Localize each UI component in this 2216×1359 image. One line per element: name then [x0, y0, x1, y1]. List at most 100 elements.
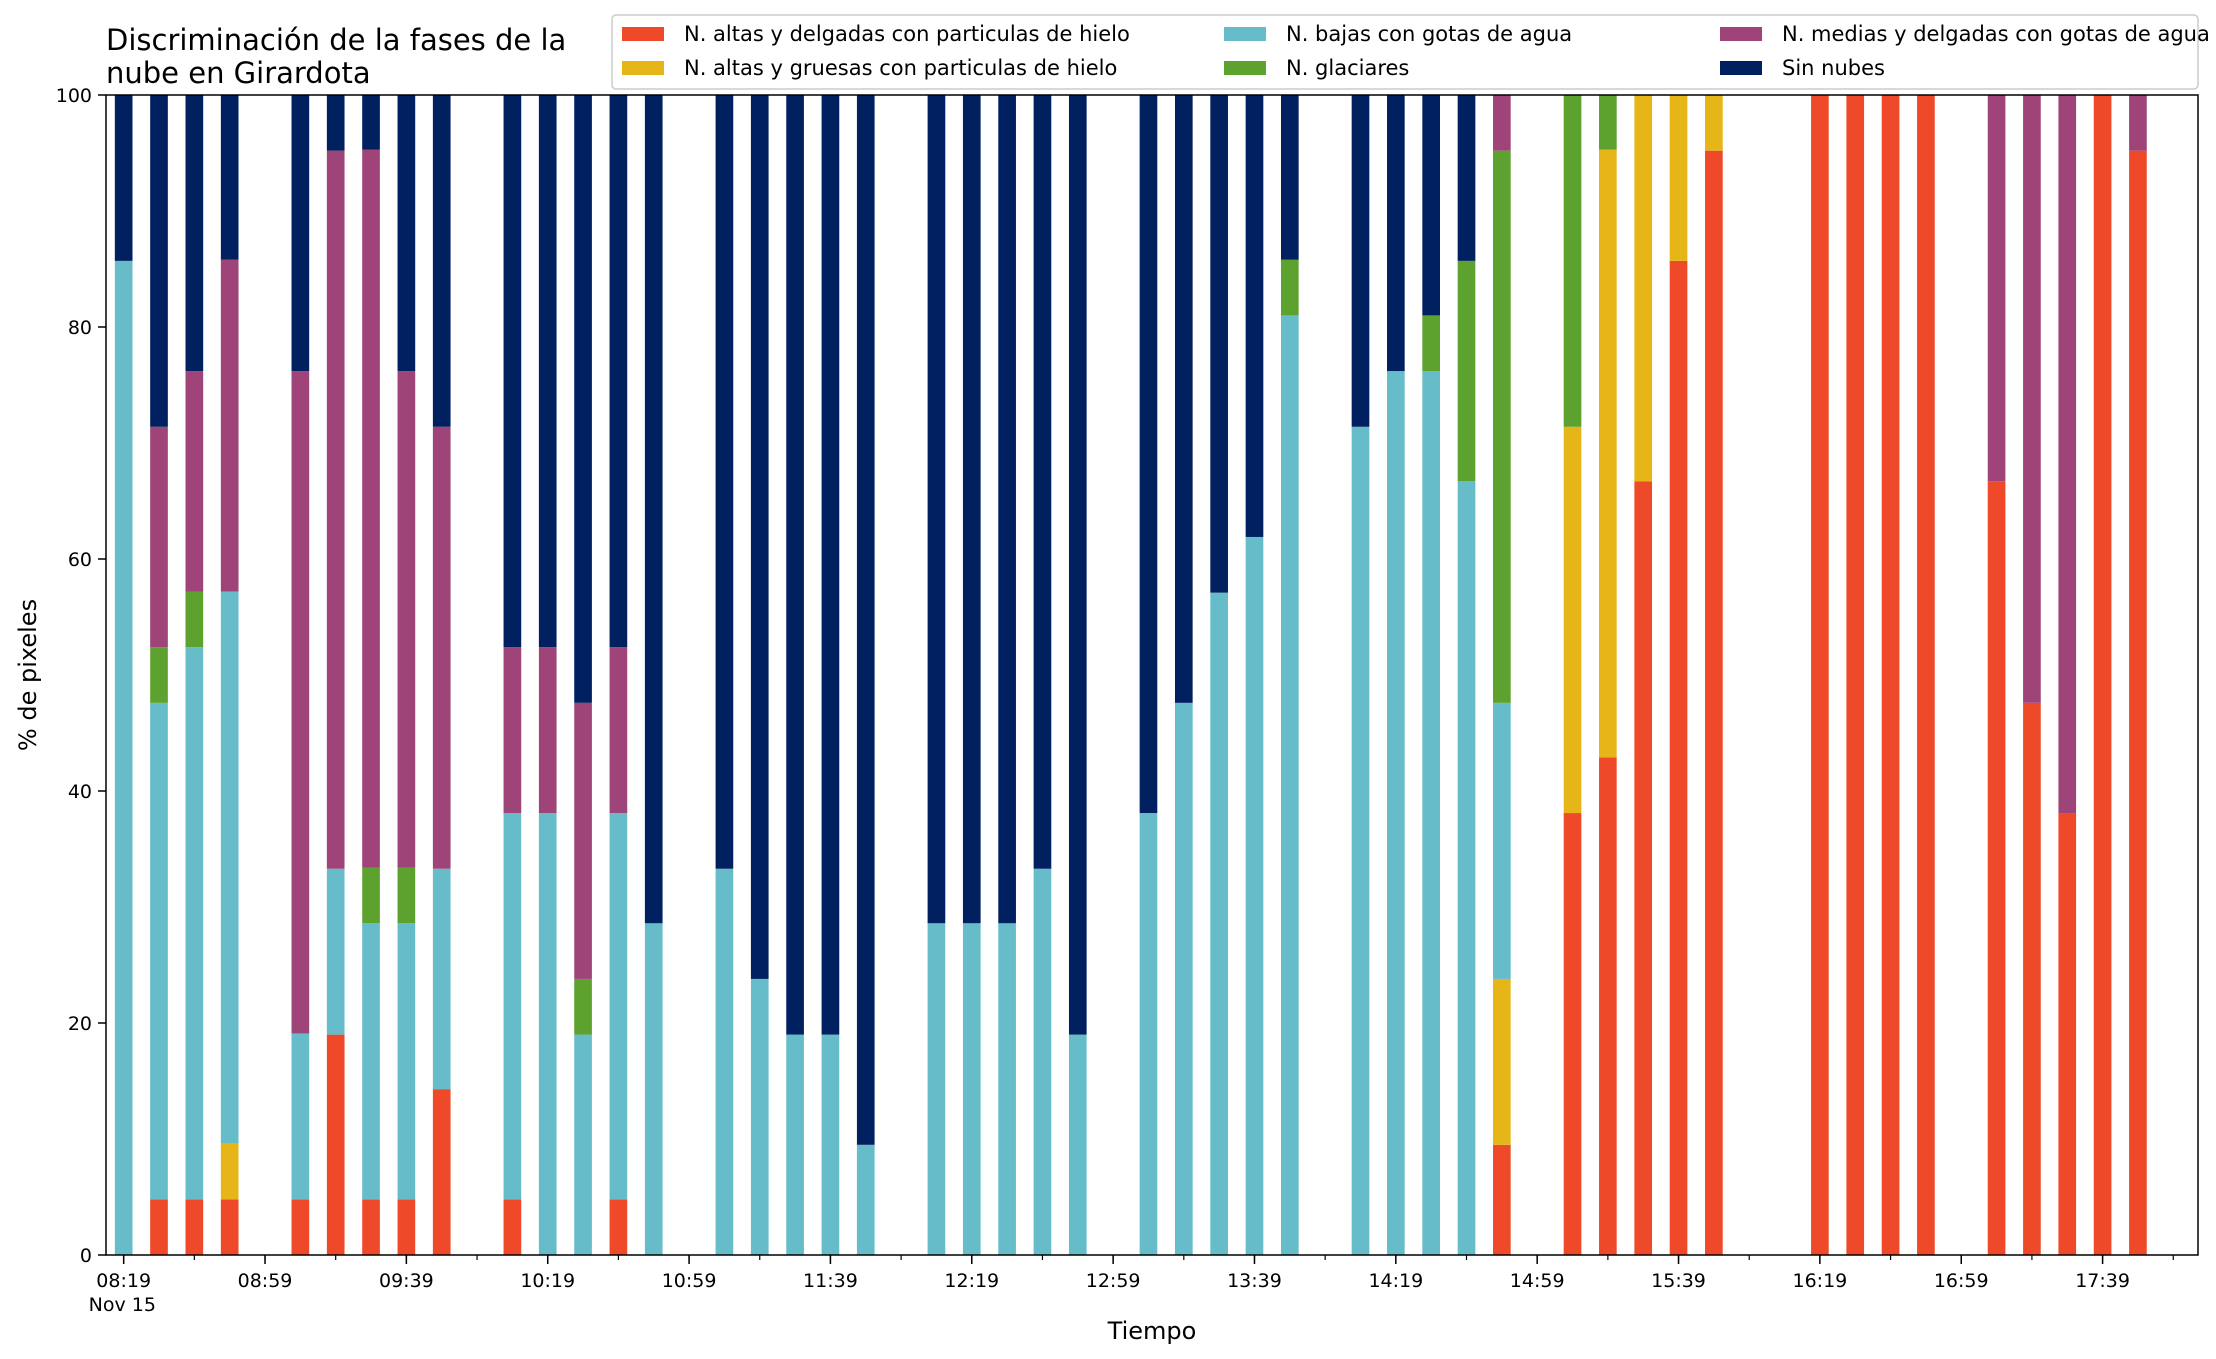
legend-label: Sin nubes [1782, 56, 1885, 80]
bar-segment [927, 923, 946, 1255]
bar-segment [1705, 95, 1723, 151]
bar-segment [574, 978, 592, 1035]
bar-segment [1245, 95, 1264, 537]
x-tick-label: 12:59 [1086, 1270, 1141, 1292]
x-tick-label: 08:59 [238, 1270, 293, 1292]
bar-segment [644, 95, 663, 924]
bar-segment [503, 95, 522, 648]
bar-segment [1634, 481, 1653, 1255]
bar-segment [1245, 536, 1264, 1255]
bar-segment [397, 923, 416, 1200]
bar-segment [1493, 95, 1511, 151]
bar-segment [1846, 95, 1865, 1255]
bar-segment [998, 923, 1016, 1255]
bar-segment [185, 591, 204, 648]
bar-segment [114, 95, 133, 261]
bar-segment [1457, 481, 1476, 1255]
bar-segment [750, 978, 769, 1255]
legend-item: N. bajas con gotas de agua [1224, 22, 1572, 46]
bar-segment [1457, 260, 1476, 482]
bar-segment [291, 1199, 310, 1255]
bar-stack [291, 95, 310, 1255]
bar-stack [856, 95, 875, 1255]
legend-frame [611, 14, 2199, 90]
bar-segment [1422, 371, 1440, 1256]
bar-segment [2093, 95, 2112, 1255]
bar-segment [220, 259, 239, 592]
bar-stack [1563, 95, 1582, 1255]
bar-segment [786, 1034, 804, 1255]
legend-swatch [1224, 27, 1266, 41]
bar-stack [1669, 95, 1688, 1255]
bar-stack [1280, 95, 1299, 1255]
bar-segment [397, 95, 416, 372]
bar-segment [1987, 481, 2006, 1255]
bar-stack [1422, 95, 1440, 1256]
bar-segment [150, 647, 168, 703]
bar-segment [574, 95, 592, 703]
bar-segment [644, 923, 663, 1255]
bar-stack [1634, 95, 1653, 1255]
y-axis: 0 20 40 60 80 100 [56, 85, 106, 1267]
bar-segment [1563, 426, 1582, 814]
bar-stack [326, 95, 345, 1255]
legend-label: N. bajas con gotas de agua [1286, 22, 1572, 46]
x-tick-label: 16:59 [1934, 1270, 1989, 1292]
bar-segment [856, 1144, 875, 1255]
bar-segment [150, 702, 168, 1200]
bar-stack [1811, 95, 1829, 1255]
bar-segment [326, 1034, 345, 1255]
bar-stack [503, 95, 522, 1255]
x-axis-label: Tiempo [1107, 1317, 1197, 1345]
bar-stack [609, 95, 628, 1255]
bar-segment [998, 95, 1016, 924]
bar-segment [326, 95, 345, 151]
bar-stack [1846, 95, 1865, 1255]
bar-segment [362, 95, 380, 150]
y-tick-label: 60 [68, 549, 92, 571]
x-tick-label: 10:59 [662, 1270, 717, 1292]
bar-segment [150, 426, 168, 648]
bar-segment [750, 95, 769, 979]
bar-segment [1280, 95, 1299, 260]
bar-segment [1280, 259, 1299, 316]
bar-segment [150, 95, 168, 427]
bar-segment [1387, 95, 1405, 372]
bar-stack [1917, 95, 1935, 1255]
bar-stack [927, 95, 946, 1255]
bar-stack [362, 95, 380, 1255]
bar-segment [962, 95, 981, 924]
bar-segment [821, 95, 840, 1035]
bar-segment [1174, 95, 1193, 703]
bar-segment [150, 1199, 168, 1255]
x-tick-label: 14:19 [1368, 1270, 1423, 1292]
bar-segment [1387, 371, 1405, 1256]
bar-segment [856, 95, 875, 1145]
bar-segment [1139, 813, 1158, 1255]
bar-segment [362, 923, 380, 1200]
x-tick-label: 15:39 [1651, 1270, 1706, 1292]
y-tick-label: 40 [68, 781, 92, 803]
bar-segment [291, 95, 310, 372]
bar-segment [1599, 95, 1617, 150]
bar-stack [1033, 95, 1052, 1255]
legend-swatch [622, 27, 664, 41]
bar-segment [574, 1034, 592, 1255]
legend-item: N. altas y gruesas con particulas de hie… [622, 56, 1117, 80]
bar-segment [1634, 95, 1653, 482]
bar-segment [538, 95, 557, 648]
bar-stack [2058, 95, 2077, 1255]
bar-segment [1599, 757, 1617, 1255]
bar-stack [1705, 95, 1723, 1256]
bar-segment [2023, 702, 2041, 1255]
bar-segment [821, 1034, 840, 1255]
bar-segment [1881, 95, 1900, 1255]
bar-segment [2023, 95, 2041, 703]
bars-layer [114, 95, 2147, 1256]
bar-stack [998, 95, 1016, 1255]
y-tick-label: 100 [56, 85, 92, 107]
bar-stack [1210, 95, 1228, 1255]
bar-segment [1705, 150, 1723, 1256]
